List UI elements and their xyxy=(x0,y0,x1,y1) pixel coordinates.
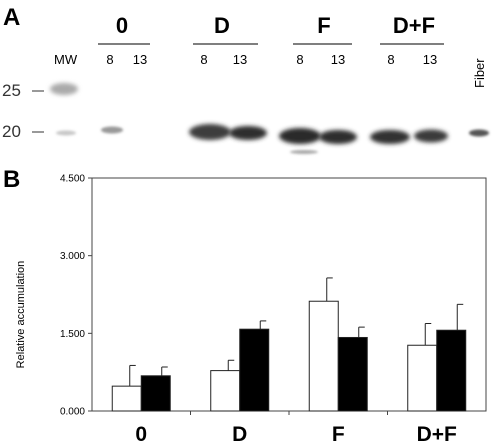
blot-time-label: 8 xyxy=(106,52,113,67)
blot-time-label: 13 xyxy=(331,52,345,67)
blot-group-0: 0 8 13 xyxy=(98,13,150,67)
x-category-label: 0 xyxy=(135,423,147,446)
blot-group-label: F xyxy=(317,13,330,38)
bar xyxy=(407,344,438,412)
blot-time-label: 8 xyxy=(387,52,394,67)
panel-a-letter: A xyxy=(3,4,20,31)
mw-label: MW xyxy=(54,52,78,67)
bar xyxy=(111,385,142,412)
blot-group-df: D+F 8 13 xyxy=(380,13,444,67)
y-tick-label: 3.000 xyxy=(60,251,85,262)
x-category-label: F xyxy=(332,423,345,446)
bar-chart: 0.000 1.500 3.000 4.500 0 D F D+F Relative acc… xyxy=(15,174,487,446)
mw-marker-25: 25 xyxy=(2,81,21,100)
fiber-label: Fiber xyxy=(472,58,487,88)
bar xyxy=(308,300,339,412)
y-tick-label: 0.000 xyxy=(60,407,85,418)
blot-group-label: D xyxy=(214,13,230,38)
x-category-label: D xyxy=(232,423,247,446)
bar xyxy=(210,370,241,412)
bar xyxy=(239,328,270,412)
y-axis-label: Relative accumulation xyxy=(15,261,27,369)
bar xyxy=(140,375,171,412)
blot-time-label: 13 xyxy=(423,52,437,67)
blot-group-d: D 8 13 xyxy=(193,13,258,67)
blot-time-label: 8 xyxy=(296,52,303,67)
bar xyxy=(337,336,368,412)
bar xyxy=(436,329,467,412)
mw-marker-20: 20 xyxy=(2,122,21,141)
blot-group-label: 0 xyxy=(116,13,128,38)
blot-time-label: 13 xyxy=(133,52,147,67)
blot-time-label: 13 xyxy=(233,52,247,67)
blot-image xyxy=(50,83,489,154)
y-tick-label: 1.500 xyxy=(60,329,85,340)
blot-group-label: D+F xyxy=(393,13,435,38)
blot-time-label: 8 xyxy=(200,52,207,67)
y-tick-label: 4.500 xyxy=(60,174,85,185)
panel-b-letter: B xyxy=(3,166,20,193)
x-category-label: D+F xyxy=(417,423,457,446)
blot-group-f: F 8 13 xyxy=(293,13,352,67)
